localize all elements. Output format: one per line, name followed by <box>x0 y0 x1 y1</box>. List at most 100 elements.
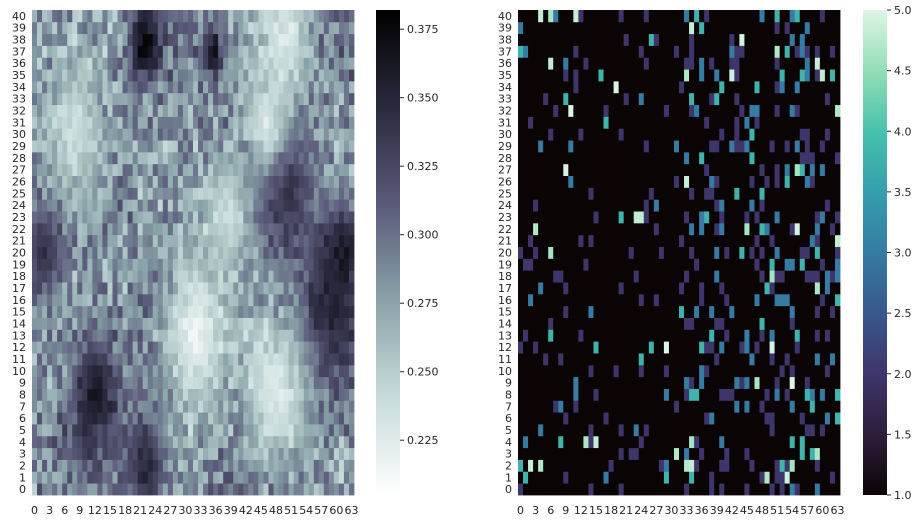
heatmap-cell <box>253 104 259 117</box>
heatmap-cell <box>223 69 229 82</box>
heatmap-cell <box>177 175 184 188</box>
heatmap-cell <box>152 10 159 23</box>
heatmap-cell <box>198 329 204 342</box>
heatmap-cell <box>538 187 544 200</box>
heatmap-cell <box>288 199 295 212</box>
heatmap-cell <box>668 282 675 295</box>
heatmap-cell <box>583 128 589 141</box>
heatmap-cell <box>689 69 695 82</box>
heatmap-cell <box>157 116 164 129</box>
heatmap-cell <box>273 424 279 437</box>
heatmap-cell <box>348 234 355 247</box>
heatmap-cell <box>598 175 604 188</box>
heatmap-cell <box>734 471 740 484</box>
heatmap-cell <box>243 128 249 141</box>
heatmap-cell <box>769 199 775 212</box>
heatmap-cell <box>653 187 660 200</box>
heatmap-cell <box>102 92 108 106</box>
heatmap-cell <box>283 341 289 354</box>
heatmap-cell <box>42 128 48 141</box>
heatmap-cell <box>553 151 559 165</box>
y-tick-label: 36 <box>12 57 26 70</box>
heatmap-cell <box>799 80 806 94</box>
heatmap-cell <box>303 151 310 165</box>
heatmap-cell <box>248 364 254 378</box>
heatmap-cell <box>278 317 284 330</box>
heatmap-cell <box>709 424 715 437</box>
heatmap-cell <box>774 234 781 247</box>
heatmap-cell <box>754 270 760 283</box>
heatmap-cell <box>187 57 194 70</box>
heatmap-cell <box>107 447 113 460</box>
heatmap-cell <box>663 92 670 106</box>
heatmap-cell <box>102 175 108 188</box>
heatmap-cell <box>97 412 103 425</box>
heatmap-cell <box>32 270 38 283</box>
heatmap-cell <box>668 175 675 188</box>
heatmap-cell <box>203 21 209 35</box>
heatmap-cell <box>699 435 705 449</box>
heatmap-cell <box>578 175 584 188</box>
heatmap-cell <box>213 270 219 283</box>
heatmap-cell <box>538 447 544 460</box>
heatmap-cell <box>653 80 660 94</box>
heatmap-cell <box>648 341 655 354</box>
heatmap-cell <box>739 400 745 413</box>
heatmap-cell <box>238 80 244 94</box>
heatmap-cell <box>32 211 38 224</box>
heatmap-cell <box>724 424 730 437</box>
heatmap-cell <box>814 199 821 212</box>
heatmap-cell <box>724 435 730 449</box>
heatmap-cell <box>638 92 645 106</box>
heatmap-cell <box>288 293 295 307</box>
heatmap-cell <box>764 128 770 141</box>
heatmap-cell <box>729 341 735 354</box>
heatmap-cell <box>308 222 315 236</box>
heatmap-cell <box>313 211 320 224</box>
heatmap-cell <box>223 270 229 283</box>
heatmap-cell <box>348 187 355 200</box>
heatmap-cell <box>298 104 305 117</box>
heatmap-cell <box>568 483 574 496</box>
heatmap-cell <box>72 471 78 484</box>
heatmap-cell <box>638 376 645 389</box>
heatmap-cell <box>37 329 43 342</box>
heatmap-cell <box>112 246 118 259</box>
heatmap-cell <box>288 21 295 35</box>
heatmap-cell <box>613 116 620 129</box>
heatmap-cell <box>804 128 811 141</box>
heatmap-cell <box>228 199 234 212</box>
heatmap-cell <box>318 151 325 165</box>
heatmap-cell <box>32 388 38 401</box>
heatmap-cell <box>223 104 229 117</box>
heatmap-cell <box>97 10 103 23</box>
heatmap-cell <box>87 471 93 484</box>
heatmap-cell <box>648 305 655 318</box>
heatmap-cell <box>243 447 249 460</box>
heatmap-cell <box>719 376 725 389</box>
heatmap-cell <box>298 317 305 330</box>
heatmap-cell <box>814 211 821 224</box>
heatmap-cell <box>117 57 123 70</box>
heatmap-cell <box>789 140 796 153</box>
heatmap-cell <box>583 329 589 342</box>
heatmap-cell <box>553 258 559 271</box>
heatmap-cell <box>142 412 149 425</box>
heatmap-cell <box>223 246 229 259</box>
heatmap-cell <box>739 341 745 354</box>
heatmap-cell <box>528 400 534 413</box>
heatmap-cell <box>643 246 650 259</box>
heatmap-cell <box>127 222 134 236</box>
heatmap-cell <box>152 305 159 318</box>
heatmap-cell <box>102 341 108 354</box>
heatmap-cell <box>714 211 720 224</box>
heatmap-cell <box>593 483 599 496</box>
heatmap-cell <box>298 187 305 200</box>
heatmap-cell <box>87 163 93 177</box>
heatmap-cell <box>538 329 544 342</box>
heatmap-cell <box>127 388 134 401</box>
heatmap-cell <box>127 163 134 177</box>
heatmap-cell <box>814 376 821 389</box>
heatmap-cell <box>784 293 791 307</box>
heatmap-cell <box>709 104 715 117</box>
